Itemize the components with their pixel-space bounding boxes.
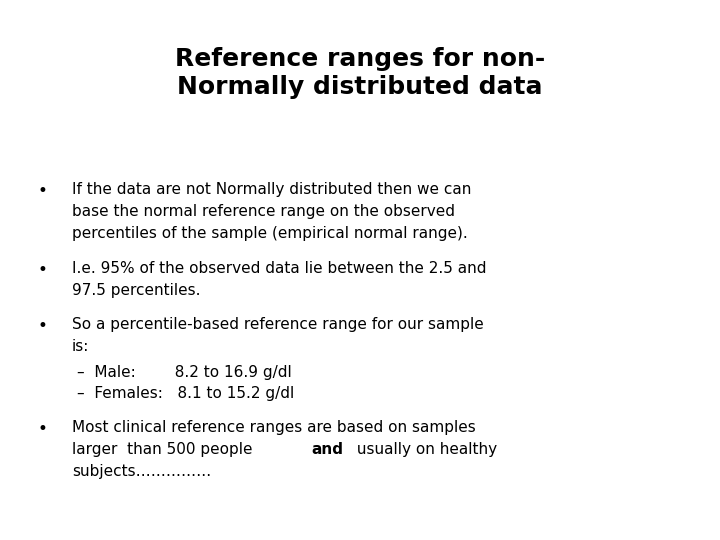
Text: Reference ranges for non-
Normally distributed data: Reference ranges for non- Normally distr… <box>175 47 545 99</box>
Text: •: • <box>38 261 48 279</box>
Text: Critical Numbers: Critical Numbers <box>11 9 158 23</box>
Text: I.e. 95% of the observed data lie between the 2.5 and: I.e. 95% of the observed data lie betwee… <box>72 261 487 275</box>
Text: •: • <box>38 182 48 200</box>
Text: 97.5 percentiles.: 97.5 percentiles. <box>72 283 200 298</box>
Text: –  Male:        8.2 to 16.9 g/dl: – Male: 8.2 to 16.9 g/dl <box>77 366 292 381</box>
Text: and: and <box>311 442 343 457</box>
Text: subjects……………: subjects…………… <box>72 464 211 479</box>
Text: percentiles of the sample (empirical normal range).: percentiles of the sample (empirical nor… <box>72 226 468 241</box>
Text: •: • <box>38 420 48 438</box>
Text: usually on healthy: usually on healthy <box>353 442 498 457</box>
Text: So a percentile-based reference range for our sample: So a percentile-based reference range fo… <box>72 317 484 332</box>
Text: –  Females:   8.1 to 15.2 g/dl: – Females: 8.1 to 15.2 g/dl <box>77 387 294 401</box>
Text: is:: is: <box>72 339 89 354</box>
Text: base the normal reference range on the observed: base the normal reference range on the o… <box>72 204 455 219</box>
Text: Most clinical reference ranges are based on samples: Most clinical reference ranges are based… <box>72 420 476 435</box>
Text: •: • <box>38 317 48 335</box>
Text: larger  than 500 people: larger than 500 people <box>72 442 257 457</box>
Text: If the data are not Normally distributed then we can: If the data are not Normally distributed… <box>72 182 472 197</box>
